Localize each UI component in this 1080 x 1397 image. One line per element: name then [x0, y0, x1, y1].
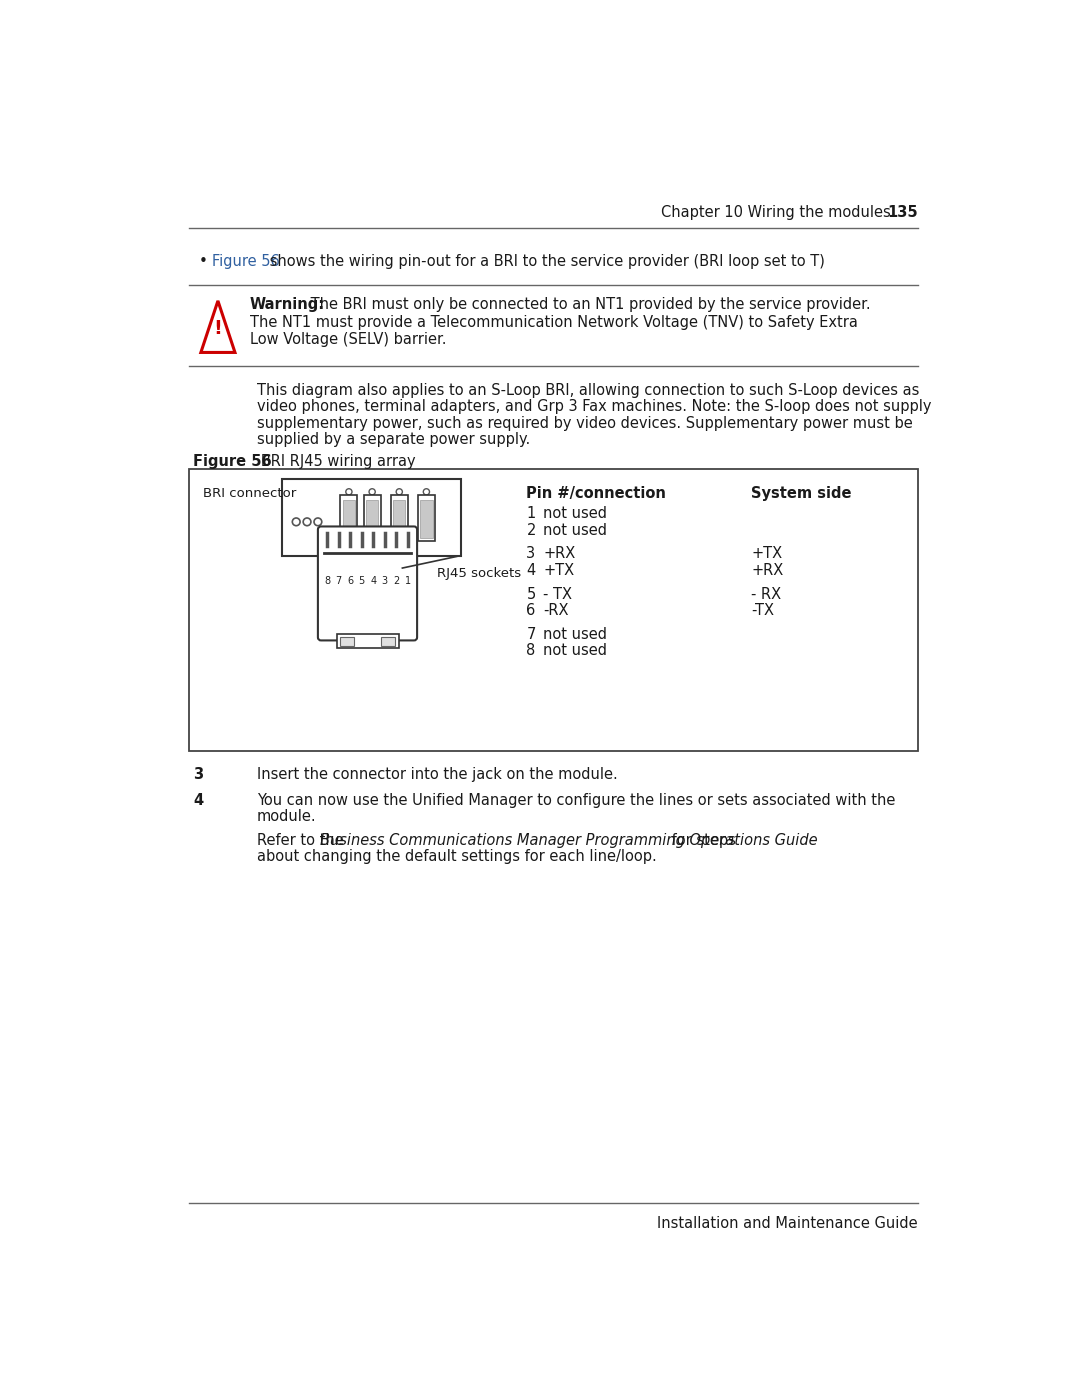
Text: BRI RJ45 wiring array: BRI RJ45 wiring array: [246, 454, 415, 469]
Text: module.: module.: [257, 809, 316, 824]
Text: You can now use the Unified Manager to configure the lines or sets associated wi: You can now use the Unified Manager to c…: [257, 793, 895, 807]
Text: 6: 6: [526, 602, 536, 617]
Text: 8: 8: [526, 643, 536, 658]
Text: Business Communications Manager Programming Operations Guide: Business Communications Manager Programm…: [321, 833, 818, 848]
Text: 5: 5: [526, 587, 536, 602]
Text: -RX: -RX: [543, 602, 569, 617]
Bar: [282, 479, 460, 556]
Text: !: !: [214, 320, 222, 338]
Text: Figure 56: Figure 56: [213, 254, 280, 268]
Text: 4: 4: [193, 793, 203, 807]
Text: The NT1 must provide a Telecommunication Network Voltage (TNV) to Safety Extra: The NT1 must provide a Telecommunication…: [249, 314, 858, 330]
Text: 7: 7: [526, 627, 536, 641]
Text: Installation and Maintenance Guide: Installation and Maintenance Guide: [657, 1217, 918, 1231]
Text: This diagram also applies to an S-Loop BRI, allowing connection to such S-Loop d: This diagram also applies to an S-Loop B…: [257, 383, 919, 398]
Bar: [391, 495, 408, 541]
Circle shape: [396, 489, 403, 495]
Bar: [364, 495, 380, 541]
Text: +TX: +TX: [543, 563, 575, 577]
Text: 6: 6: [347, 576, 353, 585]
Text: BRI connector: BRI connector: [203, 488, 296, 500]
Bar: [340, 637, 354, 645]
Text: 5: 5: [359, 576, 365, 585]
Text: 8: 8: [324, 576, 330, 585]
Text: Low Voltage (SELV) barrier.: Low Voltage (SELV) barrier.: [249, 332, 446, 348]
Bar: [321, 529, 414, 550]
Bar: [393, 500, 405, 538]
Bar: [189, 469, 918, 750]
Text: Insert the connector into the jack on the module.: Insert the connector into the jack on th…: [257, 767, 618, 782]
Circle shape: [293, 518, 300, 525]
Bar: [342, 500, 355, 538]
Text: supplied by a separate power supply.: supplied by a separate power supply.: [257, 432, 530, 447]
Text: System side: System side: [751, 486, 852, 500]
Text: - TX: - TX: [543, 587, 572, 602]
Circle shape: [303, 518, 311, 525]
Text: 3: 3: [381, 576, 388, 585]
Text: RJ45 sockets: RJ45 sockets: [437, 567, 522, 580]
Text: not used: not used: [543, 522, 607, 538]
Text: +RX: +RX: [543, 546, 576, 562]
Text: shows the wiring pin-out for a BRI to the service provider (BRI loop set to T): shows the wiring pin-out for a BRI to th…: [266, 254, 825, 268]
Bar: [340, 495, 357, 541]
Text: 2: 2: [526, 522, 536, 538]
Text: 7: 7: [336, 576, 342, 585]
Circle shape: [423, 489, 430, 495]
Circle shape: [314, 518, 322, 525]
Text: 135: 135: [887, 205, 918, 219]
Text: 2: 2: [393, 576, 400, 585]
Text: 1: 1: [526, 507, 536, 521]
Text: 1: 1: [405, 576, 410, 585]
Text: Figure 56: Figure 56: [193, 454, 272, 469]
Text: Refer to the: Refer to the: [257, 833, 348, 848]
Text: 4: 4: [526, 563, 536, 577]
Bar: [420, 500, 433, 538]
Text: Pin #/connection: Pin #/connection: [526, 486, 666, 500]
Text: Chapter 10 Wiring the modules: Chapter 10 Wiring the modules: [661, 205, 891, 219]
Text: Warning:: Warning:: [249, 298, 325, 312]
Text: video phones, terminal adapters, and Grp 3 Fax machines. Note: the S-loop does n: video phones, terminal adapters, and Grp…: [257, 400, 931, 415]
Text: - RX: - RX: [751, 587, 781, 602]
Text: for steps: for steps: [667, 833, 737, 848]
Text: 4: 4: [370, 576, 376, 585]
Bar: [380, 637, 394, 645]
Text: +TX: +TX: [751, 546, 782, 562]
Text: 3: 3: [526, 546, 536, 562]
Bar: [337, 634, 399, 648]
FancyBboxPatch shape: [318, 527, 417, 640]
Text: not used: not used: [543, 507, 607, 521]
Text: +RX: +RX: [751, 563, 783, 577]
Text: •: •: [199, 254, 207, 268]
Text: The BRI must only be connected to an NT1 provided by the service provider.: The BRI must only be connected to an NT1…: [306, 298, 870, 312]
Bar: [418, 495, 435, 541]
Text: supplementary power, such as required by video devices. Supplementary power must: supplementary power, such as required by…: [257, 415, 913, 430]
Text: 3: 3: [193, 767, 203, 782]
Text: about changing the default settings for each line/loop.: about changing the default settings for …: [257, 849, 657, 865]
Text: -TX: -TX: [751, 602, 774, 617]
Circle shape: [346, 489, 352, 495]
Bar: [366, 500, 378, 538]
Text: not used: not used: [543, 643, 607, 658]
Circle shape: [369, 489, 375, 495]
Text: not used: not used: [543, 627, 607, 641]
